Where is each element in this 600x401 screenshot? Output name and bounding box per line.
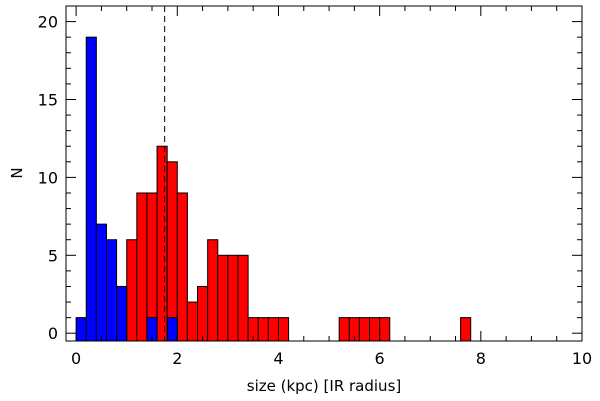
y-tick-label-3: 15: [38, 90, 58, 109]
bar-series0-11: [186, 301, 199, 342]
bar-series1-4: [116, 285, 128, 342]
bar-series1-3: [105, 239, 118, 342]
x-axis-title: size (kpc) [IR radius]: [247, 377, 401, 395]
y-axis-title: N: [8, 167, 26, 178]
x-tick-label-2: 4: [273, 349, 283, 368]
bars-layer: [75, 36, 472, 342]
bar-series0-16: [237, 254, 249, 342]
bar-series0-13: [207, 239, 219, 342]
bar-series0-14: [217, 254, 229, 342]
bar-series1-1: [85, 36, 97, 342]
x-tick-label-1: 2: [172, 349, 182, 368]
bar-series1-6: [166, 317, 178, 342]
bar-series1-2: [95, 223, 107, 342]
bar-series0-19: [267, 317, 279, 342]
bar-series0-10: [176, 192, 188, 342]
x-tick-label-5: 10: [572, 349, 592, 368]
x-tick-label-0: 0: [71, 349, 81, 368]
bar-series0-12: [197, 285, 209, 342]
bar-series0-8: [156, 145, 168, 342]
x-tick-label-4: 8: [476, 349, 486, 368]
y-tick-label-1: 5: [48, 246, 58, 265]
bar-series0-5: [126, 239, 138, 342]
y-tick-label-4: 20: [38, 13, 58, 32]
bar-series0-21: [338, 317, 350, 342]
bar-series0-24: [369, 317, 381, 342]
ticks-layer: 0 2 4 6 8 10 0 5 10 15 20: [38, 6, 592, 368]
bar-series0-20: [277, 317, 290, 342]
bar-series0-26: [460, 317, 472, 342]
y-tick-label-2: 10: [38, 168, 58, 187]
y-tick-label-0: 0: [48, 324, 58, 343]
bar-series0-15: [227, 254, 239, 342]
plot-frame: [65, 5, 583, 342]
x-tick-label-3: 6: [375, 349, 385, 368]
bar-series0-18: [257, 317, 269, 342]
bar-series0-6: [136, 192, 148, 342]
bar-series0-9: [166, 161, 178, 342]
bar-series0-25: [379, 317, 391, 342]
bar-series1-0: [75, 317, 87, 342]
bar-series0-23: [358, 317, 371, 342]
